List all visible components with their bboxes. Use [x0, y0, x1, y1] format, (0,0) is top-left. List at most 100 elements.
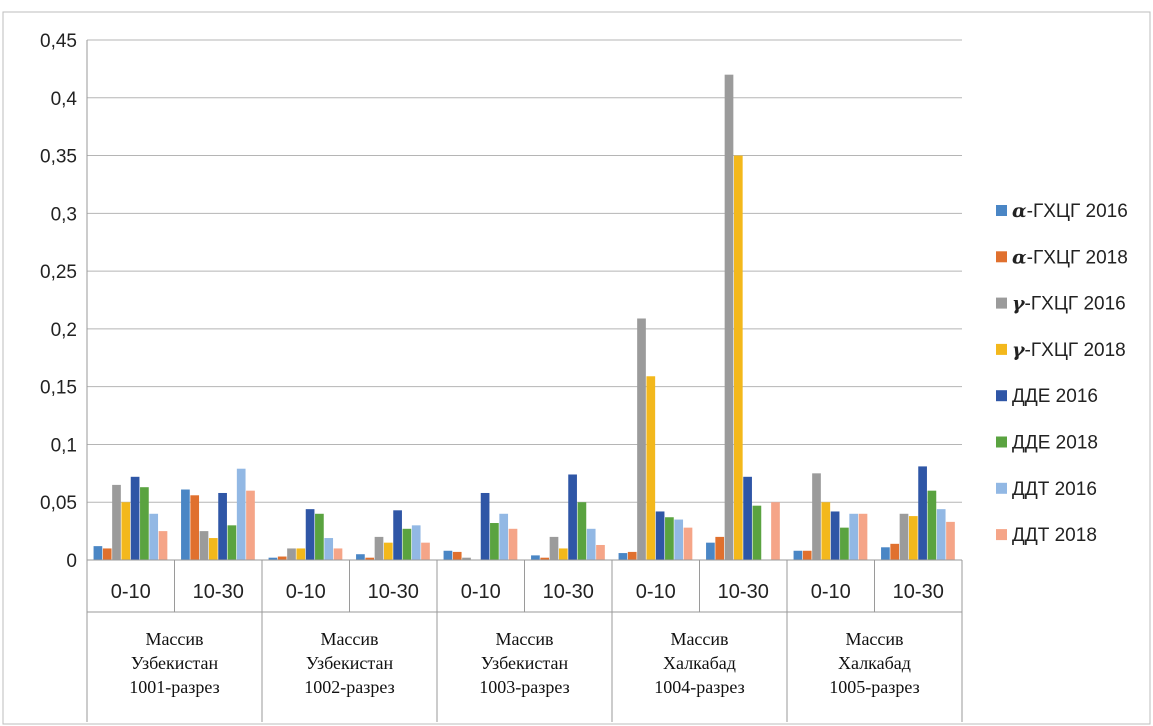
bar	[402, 528, 412, 560]
group-label: Массив Халкабад 1004-разрез	[654, 629, 744, 697]
bar	[181, 489, 190, 560]
bar	[208, 538, 218, 560]
bar	[356, 554, 365, 560]
bar	[443, 550, 453, 560]
bar	[918, 466, 927, 560]
bar	[665, 517, 674, 560]
legend: α-ГХЦГ 2016 α-ГХЦГ 2018 γ-ГХЦГ 2016 γ-ГХЦГ …	[996, 200, 1128, 546]
legend-label: α-ГХЦГ 2016	[1012, 200, 1128, 222]
y-tick-label: 0,45	[40, 31, 77, 52]
bar	[577, 502, 587, 560]
bar	[637, 318, 646, 560]
chart-frame	[2, 11, 1151, 725]
bar	[549, 536, 559, 560]
legend-swatch	[996, 482, 1007, 494]
bar	[296, 548, 306, 560]
x-tick-label: 0-10	[286, 581, 326, 603]
legend-label: ДДТ 2018	[1012, 525, 1097, 546]
bar	[227, 525, 237, 560]
legend-label: γ-ГХЦГ 2016	[1012, 293, 1126, 315]
bar	[715, 536, 725, 560]
bar	[586, 528, 596, 560]
bar	[840, 527, 849, 560]
bar	[149, 513, 159, 560]
bar	[858, 513, 868, 560]
bar	[558, 548, 568, 560]
bar	[324, 538, 334, 560]
bar	[946, 521, 955, 560]
legend-swatch	[996, 205, 1007, 216]
bar	[158, 531, 168, 560]
bar	[93, 546, 103, 560]
bar	[890, 543, 900, 560]
group-label: Массив Узбекистан 1003-разрез	[479, 629, 569, 697]
x-tick-label: 10-30	[543, 581, 594, 603]
group-label: Массив Узбекистан 1002-разрез	[304, 629, 394, 697]
legend-swatch	[996, 297, 1007, 309]
bar	[540, 557, 550, 560]
bar	[674, 519, 684, 560]
bar	[899, 513, 909, 560]
bar	[568, 474, 577, 560]
bar	[452, 551, 462, 560]
axes: 0 0,05 0,1 0,15 0,2 0,25 0,3 0,35 0,4 0,45 0-10 10-…	[40, 31, 963, 722]
bar	[655, 511, 665, 560]
bar	[365, 557, 375, 560]
bar	[821, 502, 831, 560]
y-tick-label: 0,35	[40, 147, 77, 168]
x-tick-label: 10-30	[193, 581, 244, 603]
x-tick-label: 10-30	[718, 581, 769, 603]
y-tick-label: 0,1	[51, 435, 77, 456]
bar	[733, 155, 743, 561]
x-tick-label: 0-10	[811, 581, 851, 603]
bar	[199, 531, 209, 560]
bar	[793, 550, 803, 560]
bar	[752, 505, 762, 560]
bar	[462, 557, 471, 560]
bar	[218, 492, 227, 560]
bar	[287, 548, 296, 560]
bar	[374, 536, 384, 560]
x-tick-label: 0-10	[636, 581, 676, 603]
group-label: Массив Узбекистан 1001-разрез	[129, 629, 219, 697]
legend-swatch	[996, 436, 1007, 448]
bar	[112, 484, 121, 560]
y-tick-label: 0	[66, 551, 77, 572]
legend-swatch	[996, 251, 1007, 263]
bar	[627, 551, 637, 560]
bar	[411, 525, 421, 560]
bar	[393, 510, 402, 560]
bar	[830, 511, 840, 560]
x-tick-label: 0-10	[111, 581, 151, 603]
x-tick-label: 0-10	[461, 581, 501, 603]
bar	[305, 509, 315, 560]
legend-swatch	[996, 529, 1007, 541]
y-tick-label: 0,4	[51, 89, 78, 110]
bar	[130, 476, 140, 560]
legend-swatch	[996, 390, 1007, 402]
bar	[490, 523, 499, 560]
legend-label: ДДЕ 2016	[1012, 386, 1098, 407]
bar	[927, 490, 937, 560]
y-tick-label: 0,3	[51, 204, 77, 225]
legend-label: ДДЕ 2018	[1012, 433, 1098, 454]
bar	[315, 513, 324, 560]
legend-swatch	[996, 343, 1007, 355]
bar	[771, 502, 780, 560]
x-tick-label: 10-30	[368, 581, 419, 603]
bar	[724, 74, 734, 561]
bar	[246, 490, 255, 560]
bar	[812, 473, 821, 560]
bar	[421, 542, 430, 560]
bar	[908, 516, 918, 560]
bar	[936, 509, 946, 560]
bar	[596, 544, 605, 560]
bar	[802, 550, 812, 560]
bar	[499, 513, 509, 560]
x-tick-label: 10-30	[893, 581, 944, 603]
bar	[333, 548, 343, 560]
bar	[190, 495, 200, 560]
y-tick-label: 0,25	[40, 262, 77, 283]
bar	[646, 376, 656, 560]
